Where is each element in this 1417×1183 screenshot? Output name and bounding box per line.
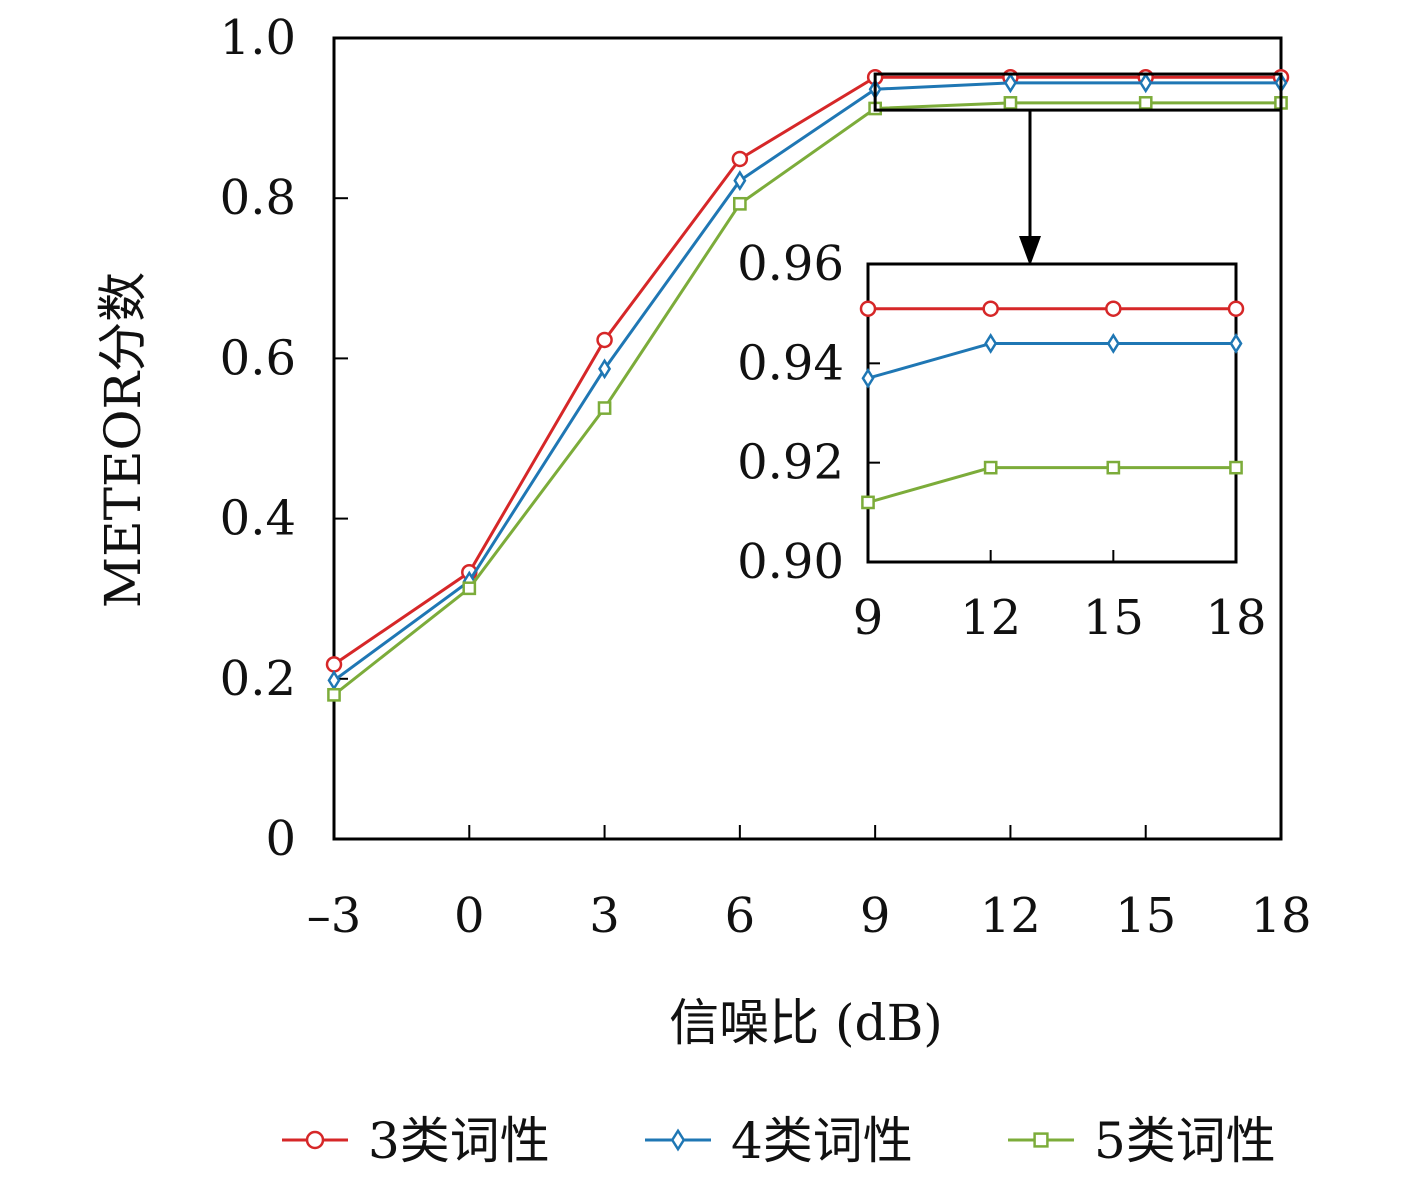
x-tick-label: 15 <box>1115 888 1176 944</box>
series-line <box>333 101 1281 696</box>
inset-y-tick-label: 0.90 <box>737 534 844 590</box>
inset-data-point <box>1227 300 1245 317</box>
inset-data-point <box>1106 460 1121 475</box>
inset-x-tick-label: 18 <box>1205 590 1266 646</box>
x-tick-label: 12 <box>980 888 1041 944</box>
y-tick-label: 0.2 <box>220 651 296 707</box>
data-point <box>596 331 613 349</box>
inset-data-point <box>1229 460 1243 475</box>
data-point <box>325 656 343 673</box>
zoom-box <box>873 72 1283 112</box>
inset-data-point <box>861 495 875 510</box>
data-point <box>1139 72 1153 94</box>
y-tick-label: 1.0 <box>220 10 296 66</box>
inset-series-line <box>867 466 1236 504</box>
y-tick-label: 0.8 <box>220 170 296 226</box>
legend-label: 4类词性 <box>731 1112 913 1170</box>
inset-data-point <box>859 300 877 317</box>
x-tick-label: 3 <box>589 888 620 944</box>
legend-marker <box>1033 1132 1049 1148</box>
inset-data-point <box>982 300 999 317</box>
y-axis-title: METEOR分数 <box>94 272 152 608</box>
inset-data-point <box>984 333 998 354</box>
x-tick-label: –3 <box>307 888 362 944</box>
data-point <box>733 170 747 191</box>
x-tick-label: 6 <box>725 888 756 944</box>
inset-frame <box>866 262 1238 564</box>
legend-label: 5类词性 <box>1094 1112 1276 1170</box>
inset-plot: 0.90 0.92 0.94 0.96 9 12 15 18 <box>737 236 1266 646</box>
inset-x-tick-label: 15 <box>1083 590 1144 646</box>
legend-label: 3类词性 <box>368 1112 550 1170</box>
data-point <box>598 358 612 380</box>
inset-data-point <box>1229 333 1243 354</box>
x-tick-label: 18 <box>1250 888 1311 944</box>
legend-marker <box>670 1128 686 1152</box>
data-point <box>597 401 612 415</box>
x-axis-title: 信噪比 (dB) <box>669 994 943 1052</box>
inset-data-point <box>861 367 875 389</box>
inset-data-point <box>1105 300 1122 317</box>
y-tick-label: 0.6 <box>220 330 296 386</box>
inset-y-tick-label: 0.96 <box>737 236 844 292</box>
data-point <box>1003 72 1017 94</box>
data-point <box>1003 96 1018 110</box>
data-point <box>327 669 341 691</box>
inset-data-point <box>983 460 998 475</box>
data-point <box>462 581 477 596</box>
data-point <box>731 150 749 168</box>
legend: 3类词性 4类词性 5类词性 <box>282 1112 1276 1170</box>
inset-data-point <box>1106 333 1120 354</box>
inset-x-tick-label: 12 <box>960 590 1021 646</box>
legend-marker <box>305 1130 325 1150</box>
series-line <box>333 75 1281 666</box>
series-line <box>333 81 1281 682</box>
data-point <box>733 196 747 211</box>
x-tick-label: 9 <box>860 888 891 944</box>
inset-y-tick-label: 0.92 <box>737 435 844 491</box>
data-point <box>1138 96 1153 110</box>
y-tick-label: 0 <box>265 811 296 867</box>
zoom-arrow-head <box>1019 236 1041 266</box>
inset-y-tick-label: 0.94 <box>737 335 844 391</box>
y-tick-label: 0.4 <box>220 491 296 547</box>
data-point <box>327 687 341 702</box>
inset-series-line <box>867 341 1236 380</box>
x-tick-label: 0 <box>454 888 485 944</box>
inset-x-tick-label: 9 <box>853 590 884 646</box>
plot-frame <box>332 36 1283 841</box>
